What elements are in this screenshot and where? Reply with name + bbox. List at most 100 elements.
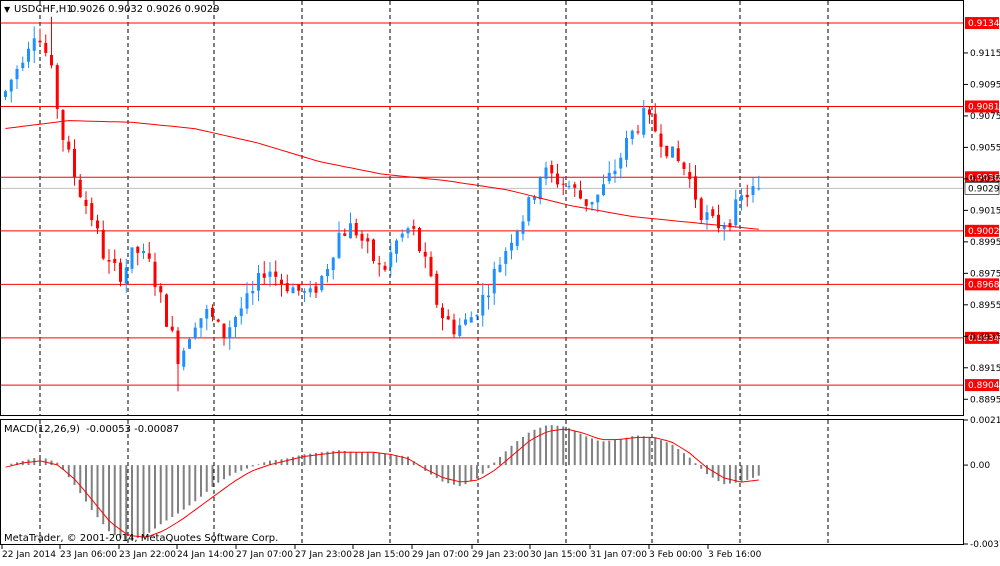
candle-body: [223, 324, 226, 338]
candle: [320, 275, 323, 292]
candle-body: [361, 234, 364, 241]
macd-axis-label: 0.00212: [970, 416, 1000, 426]
price-axis-label: 0.9035: [970, 175, 1000, 185]
candle-body: [366, 238, 369, 241]
candle-body: [33, 38, 36, 50]
time-axis-label: 23 Jan 22:00: [119, 550, 176, 560]
time-axis-label: 3 Feb 16:00: [708, 550, 762, 560]
candle-body: [309, 288, 312, 292]
candle-body: [481, 295, 484, 316]
time-axis-label: 30 Jan 15:00: [530, 550, 587, 560]
ohlc-values: 0.9026 0.9032 0.9026 0.9029: [70, 4, 220, 15]
candle-body: [90, 203, 93, 220]
candle-body: [108, 260, 111, 262]
candle-body: [136, 247, 139, 253]
candle-body: [556, 174, 559, 185]
candle-body: [723, 226, 726, 229]
candle-body: [384, 266, 387, 270]
candle-body: [740, 195, 743, 200]
candle-body: [602, 184, 605, 195]
candle-body: [39, 41, 42, 43]
candle-body: [67, 142, 70, 150]
candle-body: [614, 171, 617, 174]
level-price-label: 0.9002: [968, 227, 1000, 237]
candle-body: [499, 265, 502, 272]
candle-body: [631, 131, 634, 139]
candle-body: [660, 134, 663, 147]
candle-body: [734, 199, 737, 225]
candle-body: [717, 215, 720, 228]
candle-body: [131, 247, 134, 268]
level-price-label: 0.8904: [968, 381, 1000, 391]
candle-body: [412, 226, 415, 229]
candle-body: [683, 163, 686, 169]
candle-body: [539, 178, 542, 200]
candle-body: [671, 147, 674, 158]
candle-body: [677, 148, 680, 161]
candle-body: [430, 257, 433, 276]
macd-axis-label: -0.00371: [970, 540, 1000, 550]
macd-values: -0.00053 -0.00087: [86, 424, 179, 435]
candle-body: [700, 198, 703, 220]
candle-body: [493, 269, 496, 293]
candle-body: [355, 223, 358, 235]
candle-body: [458, 325, 461, 336]
candle-body: [4, 91, 7, 97]
symbol-dropdown-icon[interactable]: ▼: [4, 5, 11, 14]
candle-body: [297, 284, 300, 290]
candle-body: [487, 296, 490, 298]
candle-body: [159, 286, 162, 292]
candle-body: [665, 146, 668, 156]
price-axis-label: 0.9075: [970, 112, 1000, 122]
level-price-label: 0.9134: [968, 19, 1000, 29]
price-axis-label: 0.8955: [970, 301, 1000, 311]
price-axis-label: 0.9095: [970, 80, 1000, 90]
price-axis-label: 0.9055: [970, 143, 1000, 153]
candle-body: [85, 200, 88, 206]
candle-body: [194, 328, 197, 339]
time-axis-label: 3 Feb 00:00: [649, 550, 703, 560]
price-axis-label: 0.9015: [970, 206, 1000, 216]
macd-indicator-label: MACD(12,26,9): [4, 424, 80, 435]
candle-body: [200, 318, 203, 327]
candle-body: [154, 262, 157, 287]
candle-body: [504, 251, 507, 264]
candle-body: [217, 320, 220, 322]
candle-body: [234, 317, 237, 327]
candle-body: [757, 188, 760, 189]
candle-body: [608, 173, 611, 181]
candle-body: [165, 294, 168, 326]
candle-body: [263, 273, 266, 277]
candle-body: [171, 327, 174, 331]
candle-body: [464, 319, 467, 324]
candle-body: [447, 316, 450, 319]
time-axis-label: 23 Jan 06:00: [60, 550, 117, 560]
candle-body: [326, 269, 329, 276]
candle-body: [102, 230, 105, 259]
candle-body: [21, 63, 24, 68]
candle-body: [579, 190, 582, 198]
candle: [372, 238, 375, 263]
candle-body: [125, 267, 128, 283]
candle-body: [142, 251, 145, 253]
candle-body: [694, 176, 697, 199]
candle-body: [591, 202, 594, 204]
candle-body: [585, 199, 588, 206]
candle-body: [395, 240, 398, 253]
candle: [418, 227, 421, 253]
macd-axis-label: 0.00: [970, 461, 990, 471]
candle-body: [269, 272, 272, 277]
time-axis-label: 27 Jan 23:00: [295, 550, 352, 560]
candle-body: [50, 55, 53, 65]
candle: [165, 293, 168, 327]
candle-body: [389, 252, 392, 267]
candle-body: [527, 197, 530, 221]
candle-body: [315, 286, 318, 292]
candle-body: [338, 233, 341, 258]
candle-body: [56, 65, 59, 109]
candle-body: [522, 221, 525, 233]
candle-body: [10, 80, 13, 92]
candle-body: [96, 220, 99, 228]
